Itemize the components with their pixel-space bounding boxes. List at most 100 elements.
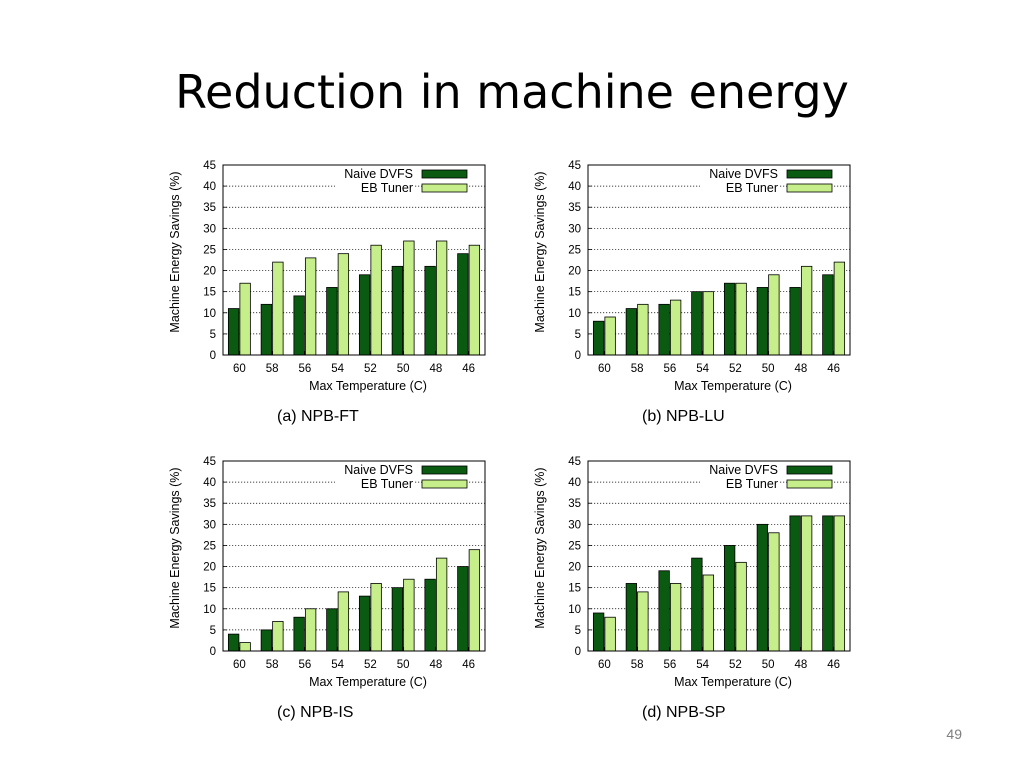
legend-label: EB Tuner — [361, 181, 413, 195]
bar-eb-tuner-46 — [833, 515, 846, 652]
bar-eb-tuner-58 — [637, 591, 649, 652]
x-tick-label: 60 — [598, 659, 611, 671]
bar-naive-dvfs-54 — [691, 291, 703, 356]
legend-swatch-eb-tuner — [786, 479, 833, 489]
y-tick-label: 40 — [203, 181, 216, 193]
x-tick-label: 46 — [462, 659, 475, 671]
y-tick-label: 10 — [203, 604, 216, 616]
bar-eb-tuner-58 — [637, 303, 649, 356]
bar-eb-tuner-50 — [768, 274, 780, 356]
bar-eb-tuner-48 — [800, 515, 813, 652]
legend-label: Naive DVFS — [344, 463, 413, 477]
y-tick-label: 10 — [203, 308, 216, 320]
page-number: 49 — [946, 726, 962, 742]
y-tick-label: 30 — [568, 519, 581, 531]
x-tick-label: 60 — [233, 659, 246, 671]
bar-eb-tuner-52 — [735, 282, 747, 356]
y-tick-label: 15 — [568, 583, 581, 595]
y-tick-label: 35 — [568, 498, 581, 510]
y-tick-label: 40 — [568, 477, 581, 489]
bar-naive-dvfs-52 — [358, 274, 371, 356]
bar-naive-dvfs-50 — [391, 265, 404, 356]
y-tick-label: 5 — [575, 329, 581, 341]
x-tick-label: 52 — [729, 363, 742, 375]
x-tick-label: 50 — [762, 363, 775, 375]
x-tick-label: 54 — [331, 363, 344, 375]
bar-naive-dvfs-54 — [691, 557, 703, 652]
bar-naive-dvfs-50 — [756, 523, 769, 652]
bar-naive-dvfs-60 — [227, 633, 240, 652]
legend-swatch-naive-dvfs — [786, 465, 833, 475]
bar-naive-dvfs-56 — [293, 295, 305, 356]
bar-naive-dvfs-52 — [723, 545, 736, 652]
bar-eb-tuner-56 — [304, 257, 317, 356]
x-tick-label: 52 — [364, 363, 377, 375]
bar-eb-tuner-48 — [800, 265, 813, 356]
legend-label-background — [700, 464, 780, 477]
x-tick-label: 58 — [266, 659, 279, 671]
y-tick-label: 0 — [210, 646, 216, 658]
bar-naive-dvfs-54 — [326, 287, 338, 356]
bar-eb-tuner-48 — [435, 557, 448, 652]
legend-label: EB Tuner — [726, 181, 778, 195]
bar-naive-dvfs-56 — [658, 303, 670, 356]
bar-naive-dvfs-48 — [424, 578, 436, 652]
bar-eb-tuner-56 — [669, 299, 682, 356]
legend-label-background — [335, 182, 415, 195]
y-tick-label: 20 — [568, 266, 581, 278]
y-tick-label: 35 — [568, 202, 581, 214]
legend-label: Naive DVFS — [709, 463, 778, 477]
x-tick-label: 52 — [364, 659, 377, 671]
legend-label-background — [700, 478, 780, 491]
y-axis-label: Machine Energy Savings (%) — [168, 467, 182, 628]
y-tick-label: 30 — [568, 223, 581, 235]
bar-naive-dvfs-60 — [592, 612, 605, 652]
legend-label-background — [335, 464, 415, 477]
x-tick-label: 50 — [397, 363, 410, 375]
x-tick-label: 48 — [429, 659, 442, 671]
y-axis-label: Machine Energy Savings (%) — [533, 171, 547, 332]
bar-eb-tuner-52 — [370, 583, 382, 652]
bar-naive-dvfs-46 — [457, 566, 469, 652]
x-tick-label: 56 — [298, 659, 311, 671]
plot-frame — [587, 164, 851, 356]
y-axis-label: Machine Energy Savings (%) — [533, 467, 547, 628]
legend-swatch-naive-dvfs — [421, 465, 468, 475]
legend-label: EB Tuner — [726, 477, 778, 491]
bar-eb-tuner-54 — [702, 574, 715, 652]
y-tick-label: 20 — [203, 562, 216, 574]
y-tick-label: 45 — [568, 456, 581, 468]
x-axis-label: Max Temperature (C) — [309, 379, 427, 393]
bar-eb-tuner-52 — [370, 244, 382, 356]
legend-label-background — [700, 182, 780, 195]
legend-swatch-eb-tuner — [786, 183, 833, 193]
legend-label: Naive DVFS — [344, 167, 413, 181]
legend-swatch-naive-dvfs — [786, 169, 833, 179]
x-tick-label: 48 — [794, 659, 807, 671]
legend-label-background — [335, 168, 415, 181]
y-tick-label: 35 — [203, 202, 216, 214]
x-tick-label: 54 — [696, 659, 709, 671]
bar-naive-dvfs-50 — [756, 287, 769, 356]
y-tick-label: 15 — [203, 287, 216, 299]
x-tick-label: 60 — [233, 363, 246, 375]
y-tick-label: 45 — [203, 160, 216, 172]
y-tick-label: 20 — [568, 562, 581, 574]
bar-eb-tuner-52 — [735, 561, 747, 652]
y-tick-label: 0 — [575, 350, 581, 362]
y-tick-label: 20 — [203, 266, 216, 278]
y-tick-label: 15 — [203, 583, 216, 595]
x-tick-label: 54 — [331, 659, 344, 671]
chart-npb-ft: 0 5 10 15 20 25 30 35 40 45 60 58 56 54 52 50 48 46 Naive … — [168, 160, 486, 425]
bar-naive-dvfs-46 — [822, 515, 834, 652]
bar-naive-dvfs-58 — [260, 303, 273, 356]
chart-caption: (b) NPB-LU — [642, 408, 725, 425]
x-tick-label: 54 — [696, 363, 709, 375]
chart-npb-is: 0 5 10 15 20 25 30 35 40 45 60 58 56 54 52 50 48 46 Naive … — [168, 456, 486, 721]
y-tick-label: 0 — [575, 646, 581, 658]
x-tick-label: 46 — [462, 363, 475, 375]
legend-label: Naive DVFS — [709, 167, 778, 181]
chart-npb-lu: 0 5 10 15 20 25 30 35 40 45 60 58 56 54 52 50 48 46 Naive … — [533, 160, 851, 425]
y-tick-label: 45 — [568, 160, 581, 172]
chart-caption: (a) NPB-FT — [277, 408, 359, 425]
